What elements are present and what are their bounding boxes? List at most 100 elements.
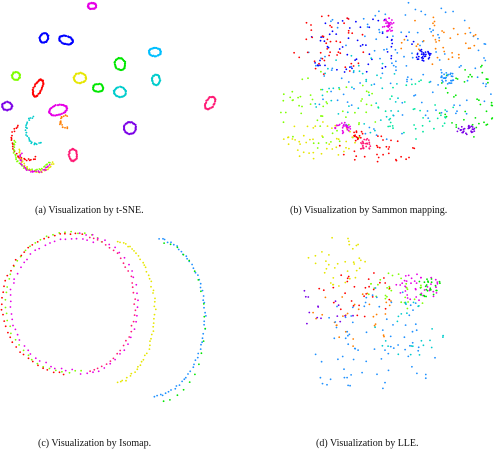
- scatter-point: [92, 371, 94, 374]
- scatter-point: [33, 170, 36, 173]
- scatter-point: [409, 353, 412, 356]
- scatter-point: [366, 143, 369, 145]
- scatter-point: [310, 24, 312, 26]
- scatter-point: [331, 18, 334, 21]
- scatter-point: [45, 235, 48, 238]
- scatter-point: [302, 151, 305, 154]
- scatter-point: [162, 400, 165, 403]
- scatter-point: [437, 33, 439, 36]
- scatter-point: [412, 147, 414, 149]
- scatter-point: [56, 104, 60, 107]
- scatter-point: [375, 134, 378, 137]
- scatter-point: [388, 25, 391, 27]
- scatter-point: [96, 239, 99, 241]
- scatter-point: [51, 163, 53, 166]
- scatter-point: [321, 251, 323, 253]
- scatter-point: [414, 8, 417, 11]
- scatter-point: [339, 308, 342, 311]
- scatter-point: [381, 32, 384, 35]
- scatter-point: [74, 369, 77, 372]
- scatter-point: [368, 94, 371, 97]
- scatter-point: [2, 291, 5, 294]
- scatter-point: [194, 271, 197, 274]
- scatter-point: [204, 311, 207, 314]
- scatter-point: [361, 293, 364, 296]
- scatter-point: [5, 312, 8, 315]
- scatter-point: [361, 140, 364, 143]
- scatter-point: [322, 98, 324, 101]
- scatter-point: [33, 85, 36, 88]
- isomap-plot: [0, 230, 245, 417]
- scatter-point: [77, 232, 79, 235]
- scatter-point: [461, 131, 464, 134]
- scatter-point: [435, 286, 437, 289]
- scatter-point: [97, 90, 100, 93]
- scatter-point: [81, 233, 84, 235]
- scatter-point: [338, 144, 341, 147]
- scatter-point: [31, 360, 34, 363]
- scatter-point: [408, 31, 410, 34]
- scatter-point: [341, 126, 344, 129]
- scatter-point: [434, 47, 437, 50]
- scatter-point: [386, 51, 389, 53]
- scatter-point: [460, 125, 463, 128]
- scatter-point: [39, 142, 42, 144]
- scatter-point: [387, 345, 389, 347]
- scatter-point: [469, 47, 472, 49]
- scatter-point: [143, 354, 146, 357]
- scatter-point: [381, 87, 384, 90]
- scatter-point: [405, 158, 407, 161]
- scatter-point: [36, 241, 39, 243]
- scatter-point: [361, 132, 364, 135]
- scatter-point: [340, 77, 343, 80]
- scatter-point: [120, 86, 123, 89]
- scatter-point: [410, 345, 413, 347]
- scatter-point: [435, 292, 438, 294]
- scatter-point: [59, 238, 62, 241]
- scatter-point: [302, 134, 305, 137]
- scatter-point: [348, 70, 351, 72]
- scatter-point: [13, 282, 15, 284]
- caption-isomap: (c) Visualization by Isomap.: [38, 438, 152, 449]
- scatter-point: [7, 331, 9, 334]
- scatter-point: [203, 320, 206, 323]
- scatter-point: [475, 126, 478, 129]
- scatter-point: [156, 54, 159, 57]
- scatter-point: [357, 64, 360, 67]
- scatter-point: [389, 82, 392, 85]
- scatter-point: [440, 71, 443, 74]
- scatter-point: [384, 18, 387, 21]
- scatter-point: [350, 54, 353, 57]
- scatter-point: [323, 75, 326, 77]
- scatter-point: [423, 53, 425, 55]
- scatter-point: [32, 158, 35, 161]
- scatter-point: [24, 129, 27, 132]
- scatter-point: [407, 301, 409, 303]
- scatter-point: [440, 69, 442, 71]
- scatter-point: [118, 251, 121, 254]
- scatter-point: [306, 125, 309, 128]
- scatter-point: [59, 123, 61, 126]
- scatter-point: [346, 111, 349, 114]
- scatter-point: [30, 358, 33, 361]
- scatter-point: [338, 140, 341, 143]
- scatter-point: [371, 294, 374, 297]
- scatter-point: [137, 299, 139, 302]
- scatter-point: [478, 99, 480, 102]
- scatter-point: [351, 67, 353, 70]
- scatter-point: [464, 69, 466, 71]
- scatter-point: [321, 382, 324, 385]
- scatter-point: [347, 81, 350, 83]
- scatter-point: [64, 114, 67, 117]
- scatter-point: [436, 282, 439, 285]
- scatter-point: [331, 236, 333, 239]
- scatter-point: [382, 334, 385, 337]
- scatter-point: [388, 285, 391, 288]
- scatter-point: [408, 156, 410, 159]
- scatter-point: [150, 333, 153, 336]
- scatter-point: [323, 271, 326, 274]
- scatter-point: [109, 360, 112, 362]
- scatter-point: [309, 138, 311, 141]
- scatter-point: [387, 152, 390, 155]
- scatter-point: [465, 99, 468, 102]
